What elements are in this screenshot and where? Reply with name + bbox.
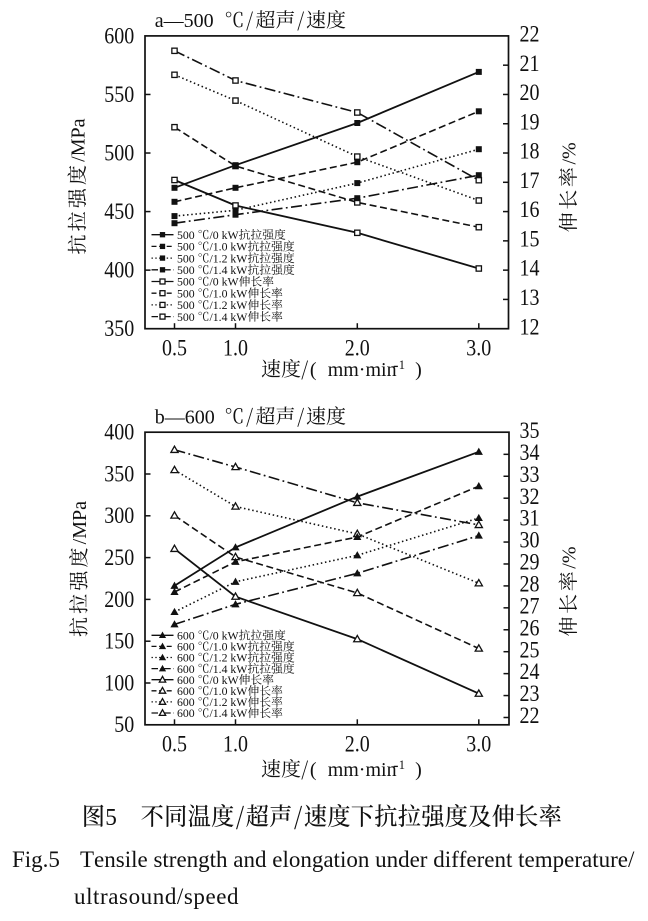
svg-text:): )	[415, 359, 422, 381]
svg-text:mm·min: mm·min	[328, 359, 397, 381]
svg-text:/1.2 kW: /1.2 kW	[209, 298, 248, 312]
svg-text:24: 24	[520, 659, 540, 685]
svg-text:27: 27	[520, 593, 540, 619]
svg-text:400: 400	[104, 257, 134, 283]
svg-text:/0 kW: /0 kW	[209, 673, 239, 687]
svg-text:31: 31	[520, 505, 540, 531]
svg-text:/0 kW: /0 kW	[209, 629, 239, 643]
svg-text:Tensile strength and elongatio: Tensile strength and elongation under di…	[80, 847, 635, 872]
svg-text:2.0: 2.0	[345, 731, 370, 757]
svg-text:600: 600	[177, 684, 198, 698]
svg-text:600: 600	[177, 651, 198, 665]
svg-text:22: 22	[520, 703, 540, 729]
svg-text:1.0: 1.0	[223, 335, 248, 361]
svg-text:0.5: 0.5	[162, 335, 187, 361]
svg-text:/%: /%	[559, 547, 581, 569]
svg-text:350: 350	[104, 461, 134, 487]
svg-text:50: 50	[114, 712, 134, 738]
svg-text:23: 23	[520, 681, 540, 707]
svg-text:250: 250	[104, 545, 134, 571]
svg-text:/1.2 kW: /1.2 kW	[209, 251, 248, 265]
svg-text:/1.4 kW: /1.4 kW	[209, 706, 248, 720]
svg-text:/1.2 kW: /1.2 kW	[209, 695, 248, 709]
svg-text:/1.0 kW: /1.0 kW	[209, 286, 248, 300]
svg-text:500: 500	[177, 286, 198, 300]
svg-text:150: 150	[104, 628, 134, 654]
svg-text:3.0: 3.0	[466, 335, 491, 361]
svg-text:18: 18	[520, 138, 540, 164]
svg-text:/1.0 kW: /1.0 kW	[209, 640, 248, 654]
svg-text:600: 600	[177, 673, 198, 687]
svg-text:26: 26	[520, 615, 540, 641]
svg-text:ultrasound/speed: ultrasound/speed	[74, 884, 239, 909]
svg-text:600: 600	[177, 695, 198, 709]
svg-text:15: 15	[520, 226, 540, 252]
svg-text:/1.4 kW: /1.4 kW	[209, 310, 248, 324]
svg-text:600: 600	[104, 23, 134, 49]
svg-text:Fig.5: Fig.5	[12, 847, 60, 872]
svg-text:/1.2 kW: /1.2 kW	[209, 651, 248, 665]
svg-text:21: 21	[520, 50, 540, 76]
svg-text:/MPa: /MPa	[68, 118, 90, 161]
svg-text:1.0: 1.0	[223, 731, 248, 757]
svg-text:600: 600	[177, 706, 198, 720]
svg-text:/%: /%	[559, 142, 581, 164]
svg-text:500: 500	[177, 310, 198, 324]
svg-text:450: 450	[104, 199, 134, 225]
svg-text:600: 600	[177, 629, 198, 643]
svg-text:(: (	[310, 359, 317, 381]
svg-text:550: 550	[104, 82, 134, 108]
svg-text:500: 500	[177, 228, 198, 242]
svg-text:16: 16	[520, 197, 540, 223]
svg-text:600: 600	[177, 662, 198, 676]
svg-text:25: 25	[520, 637, 540, 663]
svg-text:/0 kW: /0 kW	[209, 228, 239, 242]
svg-text:1: 1	[399, 358, 405, 372]
svg-text:2.0: 2.0	[345, 335, 370, 361]
svg-text:/0 kW: /0 kW	[209, 275, 239, 289]
svg-text:600: 600	[177, 640, 198, 654]
svg-text:/1.4 kW: /1.4 kW	[209, 662, 248, 676]
svg-text:12: 12	[520, 314, 540, 340]
svg-text:28: 28	[520, 571, 540, 597]
svg-text:29: 29	[520, 549, 540, 575]
svg-text:/1.0 kW: /1.0 kW	[209, 240, 248, 254]
svg-text:400: 400	[104, 419, 134, 445]
svg-text:/MPa: /MPa	[69, 501, 91, 544]
svg-text:200: 200	[104, 586, 134, 612]
svg-text:100: 100	[104, 670, 134, 696]
svg-text:/1.0 kW: /1.0 kW	[209, 684, 248, 698]
svg-text:14: 14	[520, 255, 540, 281]
svg-text:500: 500	[177, 251, 198, 265]
svg-text:22: 22	[520, 21, 540, 47]
svg-text:35: 35	[520, 418, 540, 444]
svg-text:5: 5	[105, 804, 117, 831]
svg-text:300: 300	[104, 503, 134, 529]
svg-text:500: 500	[177, 298, 198, 312]
svg-text:32: 32	[520, 483, 540, 509]
svg-text:/1.4 kW: /1.4 kW	[209, 263, 248, 277]
svg-text:500: 500	[104, 140, 134, 166]
svg-text:350: 350	[104, 316, 134, 342]
svg-text:b—600: b—600	[155, 406, 215, 428]
svg-text:20: 20	[520, 80, 540, 106]
svg-text:3.0: 3.0	[466, 731, 491, 757]
svg-text:0.5: 0.5	[162, 731, 187, 757]
svg-text:(: (	[310, 759, 317, 781]
svg-text:13: 13	[520, 285, 540, 311]
svg-text:500: 500	[177, 240, 198, 254]
svg-text:34: 34	[520, 440, 540, 466]
svg-text:500: 500	[177, 263, 198, 277]
svg-text:a—500: a—500	[155, 10, 214, 32]
svg-text:30: 30	[520, 527, 540, 553]
svg-text:): )	[415, 759, 422, 781]
svg-text:19: 19	[520, 109, 540, 135]
svg-text:500: 500	[177, 275, 198, 289]
svg-text:mm·min: mm·min	[328, 759, 397, 781]
svg-text:1: 1	[399, 758, 405, 772]
svg-text:17: 17	[520, 168, 540, 194]
svg-text:33: 33	[520, 462, 540, 488]
